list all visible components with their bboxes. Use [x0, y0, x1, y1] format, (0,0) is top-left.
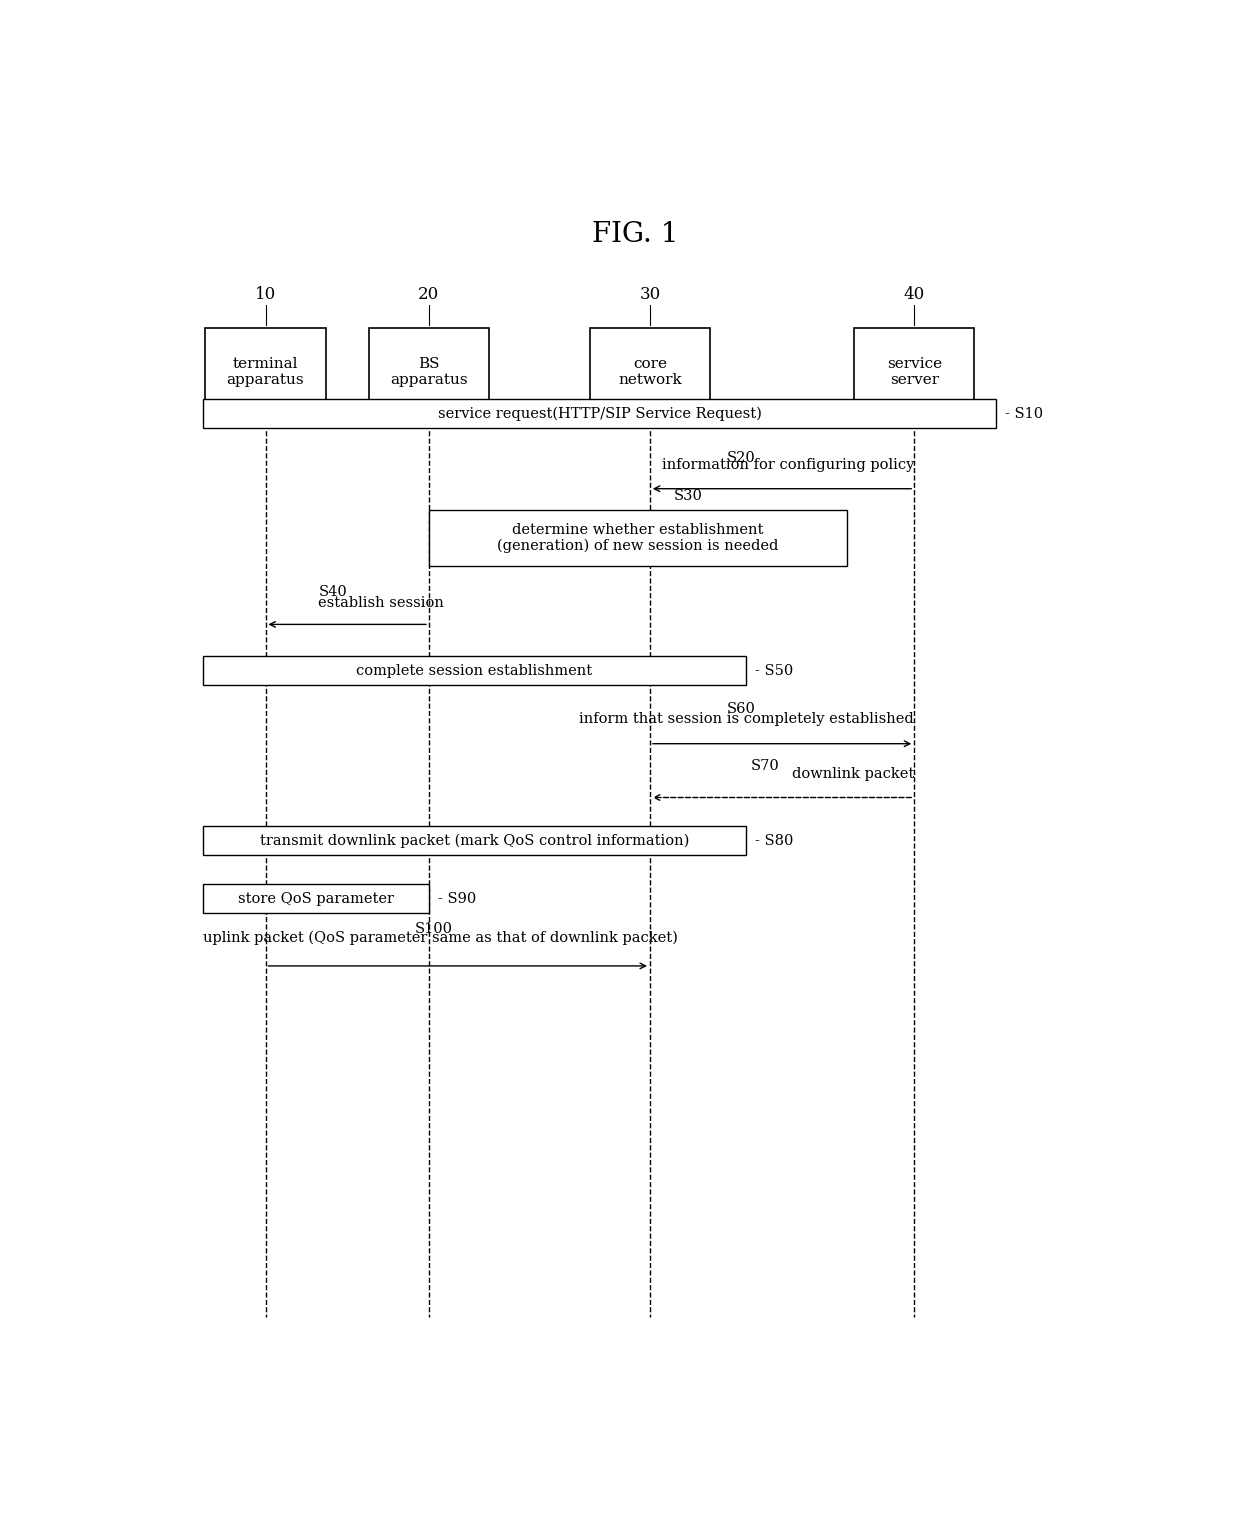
Text: determine whether establishment
(generation) of new session is needed: determine whether establishment (generat… — [497, 523, 779, 553]
Text: S30: S30 — [675, 489, 703, 503]
Text: - S10: - S10 — [1004, 407, 1043, 421]
Text: service request(HTTP/SIP Service Request): service request(HTTP/SIP Service Request… — [438, 407, 761, 421]
Text: 10: 10 — [255, 286, 277, 302]
Text: service
server: service server — [887, 357, 941, 387]
Text: S100: S100 — [414, 922, 453, 936]
Bar — [590, 328, 711, 416]
Text: downlink packet: downlink packet — [792, 767, 914, 781]
Text: store QoS parameter: store QoS parameter — [238, 892, 394, 907]
Bar — [368, 328, 489, 416]
Bar — [854, 328, 975, 416]
Text: terminal
apparatus: terminal apparatus — [227, 357, 304, 387]
Text: establish session: establish session — [319, 597, 444, 611]
Text: 40: 40 — [904, 286, 925, 302]
Text: uplink packet (QoS parameter same as that of downlink packet): uplink packet (QoS parameter same as tha… — [203, 931, 678, 945]
Text: 30: 30 — [640, 286, 661, 302]
Text: - S80: - S80 — [755, 834, 794, 848]
Text: S20: S20 — [727, 451, 755, 465]
Bar — [203, 884, 429, 913]
Text: S40: S40 — [319, 585, 347, 598]
Bar — [203, 398, 996, 428]
Text: 20: 20 — [418, 286, 439, 302]
Text: - S90: - S90 — [439, 892, 476, 907]
Text: complete session establishment: complete session establishment — [356, 664, 593, 677]
Text: FIG. 1: FIG. 1 — [593, 222, 678, 249]
Bar — [203, 826, 746, 855]
Text: core
network: core network — [618, 357, 682, 387]
Text: BS
apparatus: BS apparatus — [391, 357, 467, 387]
Bar — [206, 328, 326, 416]
Text: S70: S70 — [751, 760, 780, 773]
Text: inform that session is completely established: inform that session is completely establ… — [579, 712, 914, 726]
Bar — [429, 510, 847, 567]
Bar — [203, 656, 746, 685]
Text: information for configuring policy: information for configuring policy — [662, 459, 914, 472]
Text: S60: S60 — [727, 702, 755, 715]
Text: transmit downlink packet (mark QoS control information): transmit downlink packet (mark QoS contr… — [260, 834, 689, 848]
Text: - S50: - S50 — [755, 664, 792, 677]
